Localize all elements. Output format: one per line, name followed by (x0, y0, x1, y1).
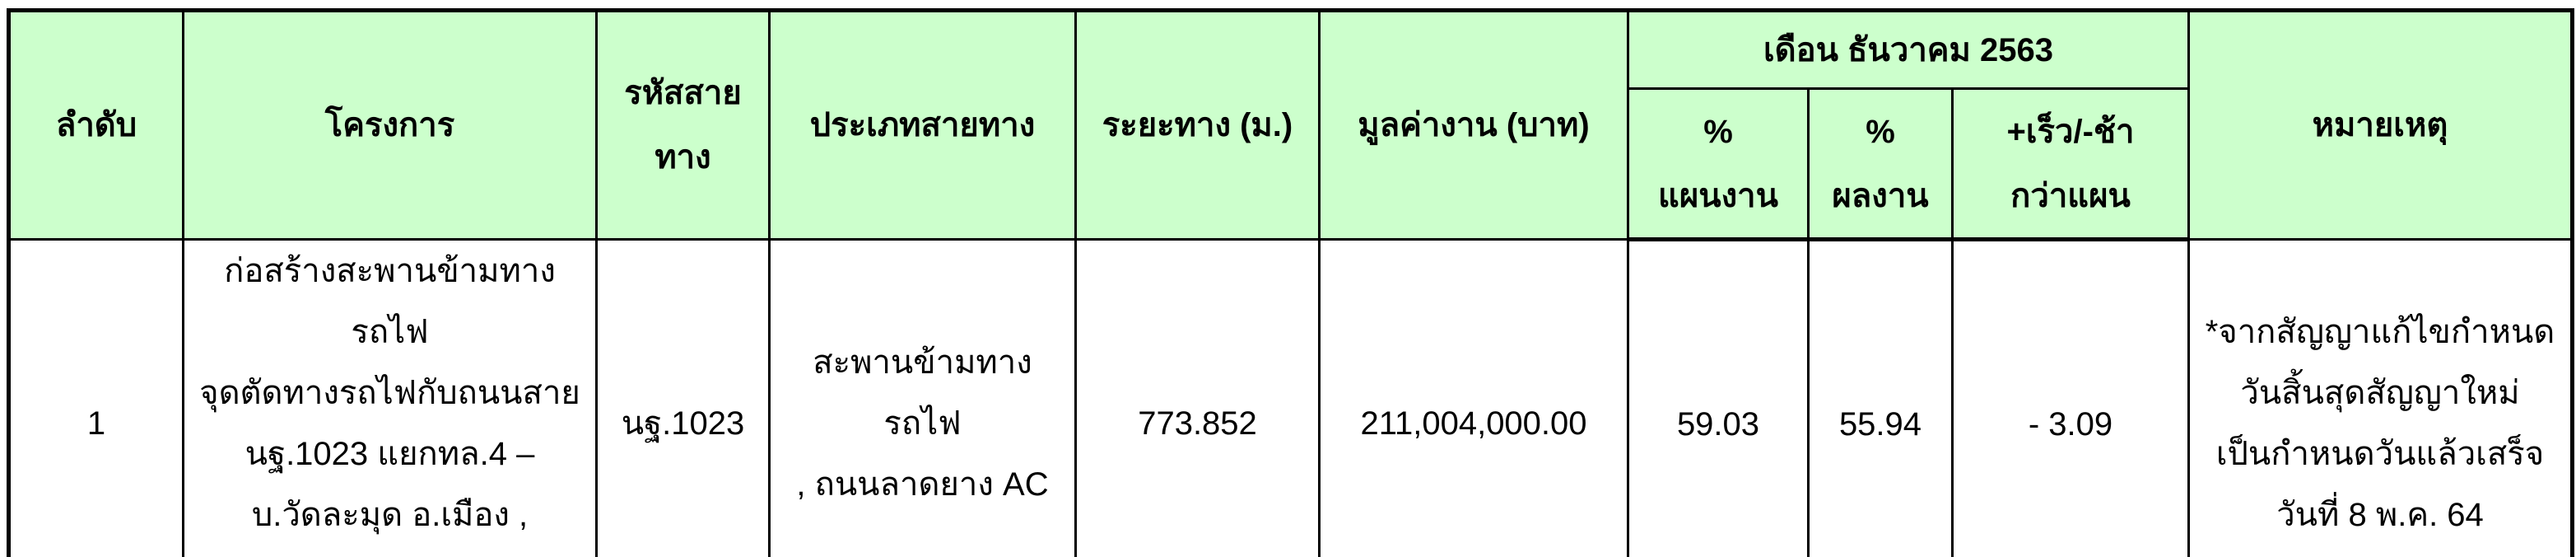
cell-diff-vs-plan: - 3.09 (1951, 238, 2190, 557)
cell-project: ก่อสร้างสะพานข้ามทางรถไฟ จุดตัดทางรถไฟกั… (182, 238, 598, 557)
cell-plan-pct: 59.03 (1627, 238, 1810, 557)
cell-route-code: นฐ.1023 (595, 238, 771, 557)
project-status-table: ลำดับ โครงการ รหัสสาย ทาง ประเภทสายทาง ร… (7, 8, 2574, 557)
col-header-distance: ระยะทาง (ม.) (1074, 9, 1321, 241)
table-body: 1 ก่อสร้างสะพานข้ามทางรถไฟ จุดตัดทางรถไฟ… (7, 238, 2574, 557)
cell-remark: *จากสัญญาแก้ไขกำหนด วันสิ้นสุดสัญญาใหม่ … (2187, 238, 2574, 557)
cell-no: 1 (7, 238, 184, 557)
col-header-diff-vs-plan: +เร็ว/-ช้า กว่าแผน (1951, 87, 2190, 241)
cell-value: 211,004,000.00 (1318, 238, 1629, 557)
col-header-value: มูลค่างาน (บาท) (1318, 9, 1629, 241)
cell-distance: 773.852 (1074, 238, 1321, 557)
col-header-route-type: ประเภทสายทาง (768, 9, 1077, 241)
col-header-no: ลำดับ (7, 9, 184, 241)
table-row: 1 ก่อสร้างสะพานข้ามทางรถไฟ จุดตัดทางรถไฟ… (7, 238, 2574, 557)
col-header-project: โครงการ (182, 9, 598, 241)
col-header-route-code: รหัสสาย ทาง (595, 9, 771, 241)
col-header-plan-pct: % แผนงาน (1627, 87, 1810, 241)
table-header: ลำดับ โครงการ รหัสสาย ทาง ประเภทสายทาง ร… (7, 9, 2574, 241)
cell-result-pct: 55.94 (1807, 238, 1954, 557)
cell-route-type: สะพานข้ามทางรถไฟ , ถนนลาดยาง AC (768, 238, 1077, 557)
col-header-result-pct: % ผลงาน (1807, 87, 1954, 241)
col-group-header-month: เดือน ธันวาคม 2563 (1627, 9, 2190, 90)
col-header-remark: หมายเหตุ (2187, 9, 2574, 241)
